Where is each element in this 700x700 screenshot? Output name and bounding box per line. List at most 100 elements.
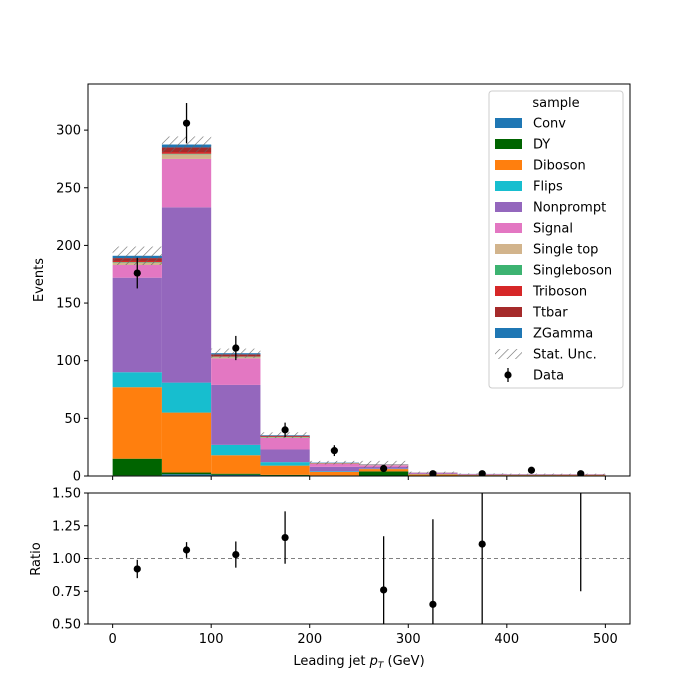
legend-title: sample [532, 96, 579, 111]
ratio-plot-area [88, 493, 630, 624]
legend-swatch-data [504, 371, 512, 379]
legend-label-signal: Signal [533, 222, 573, 237]
ratio-marker-7 [478, 540, 486, 548]
ratio-ytick-label-0.50: 0.50 [52, 618, 81, 633]
legend-swatch-single-top [495, 244, 522, 254]
stat-unc-band-4 [309, 460, 359, 465]
bar-diboson-4 [309, 471, 359, 476]
xtick-label-500: 500 [593, 632, 618, 647]
main-ytick-label-50: 50 [64, 412, 81, 427]
legend-swatch-ttbar [495, 307, 522, 317]
ratio-point-1 [182, 542, 191, 558]
bar-singleboson-1 [161, 153, 212, 155]
data-point-7 [478, 470, 486, 476]
bar-flips-3 [260, 462, 310, 466]
ratio-ytick-label-1.25: 1.25 [52, 519, 81, 534]
legend-label-dy: DY [533, 138, 550, 153]
ratio-y-axis-ticks: 0.50 0.75 1.00 1.25 1.50 [52, 487, 88, 633]
ratio-x-axis-ticks: 0 100 200 300 400 500 [108, 624, 618, 647]
bar-flips-4 [309, 471, 359, 472]
data-point-3 [281, 422, 289, 438]
bar-signal-1 [161, 158, 212, 208]
ratio-point-7 [478, 493, 486, 624]
bar-dy-5 [359, 471, 409, 476]
bar-flips-1 [161, 382, 212, 413]
bar-flips-2 [211, 444, 261, 456]
data-marker-2 [232, 344, 240, 352]
legend-swatch-triboson [495, 286, 522, 296]
legend-item-ttbar: Ttbar [495, 306, 568, 321]
ratio-point-0 [133, 559, 141, 579]
series-dy [112, 458, 409, 476]
legend-label-singleboson: Singleboson [533, 264, 612, 279]
ratio-ytick-label-0.75: 0.75 [52, 585, 81, 600]
data-point-6 [429, 470, 437, 476]
legend-swatch-stat-unc [495, 349, 522, 359]
main-y-axis-ticks: 0 50 100 150 200 250 300 [56, 124, 88, 485]
legend-item-signal: Signal [495, 222, 573, 237]
data-marker-3 [281, 426, 289, 434]
main-ytick-label-100: 100 [56, 354, 81, 369]
bar-nonprompt-0 [112, 277, 162, 373]
data-point-0 [133, 257, 141, 289]
bar-nonprompt-4 [309, 466, 359, 472]
data-marker-1 [182, 119, 191, 127]
data-marker-7 [478, 470, 486, 476]
stat-unc-band-8 [506, 473, 557, 475]
bar-diboson-3 [260, 465, 310, 475]
stat-unc-band-0 [112, 246, 162, 266]
legend-item-single-top: Single top [495, 243, 598, 258]
main-ytick-label-150: 150 [56, 297, 81, 312]
data-marker-0 [133, 269, 141, 277]
data-point-2 [232, 335, 240, 361]
main-ytick-label-250: 250 [56, 181, 81, 196]
legend-swatch-diboson [495, 160, 522, 170]
data-point-5 [380, 464, 388, 473]
main-x-axis-ticks [112, 476, 606, 480]
series-diboson [112, 387, 606, 476]
main-ytick-label-200: 200 [56, 239, 81, 254]
legend-swatch-flips [495, 181, 522, 191]
data-point-8 [527, 466, 536, 474]
ratio-marker-0 [133, 565, 141, 573]
legend-item-nonprompt: Nonprompt [495, 201, 606, 216]
ratio-point-6 [429, 519, 437, 624]
bar-conv-2 [211, 474, 261, 476]
main-ytick-label-0: 0 [73, 470, 81, 485]
legend-item-flips: Flips [495, 180, 563, 195]
xtick-label-400: 400 [494, 632, 519, 647]
data-marker-9 [577, 470, 585, 476]
bar-nonprompt-2 [211, 384, 261, 445]
ratio-marker-1 [182, 546, 191, 554]
bar-dy-1 [161, 472, 212, 475]
bar-nonprompt-1 [161, 207, 212, 383]
legend-swatch-conv [495, 118, 522, 128]
stat-unc-band-1 [161, 136, 212, 153]
legend-swatch-singleboson [495, 265, 522, 275]
main-ytick-label-300: 300 [56, 124, 81, 139]
legend-item-conv: Conv [495, 117, 566, 132]
data-point-9 [577, 470, 585, 476]
bar-dy-0 [112, 458, 162, 476]
data-points [133, 103, 585, 476]
xtick-label-300: 300 [396, 632, 421, 647]
xtick-label-200: 200 [297, 632, 322, 647]
bar-triboson-1 [161, 152, 212, 154]
legend-swatch-zgamma [495, 328, 522, 338]
bar-dy-2 [211, 473, 261, 475]
bar-nonprompt-3 [260, 449, 310, 463]
bar-diboson-0 [112, 387, 162, 459]
data-point-4 [330, 445, 338, 457]
bar-signal-3 [260, 437, 310, 450]
ratio-marker-3 [281, 533, 289, 542]
ratio-ytick-label-1.00: 1.00 [52, 552, 81, 567]
x-axis-label: Leading jet pT (GeV) [293, 654, 424, 671]
bar-diboson-1 [161, 412, 212, 473]
ratio-ytick-label-1.50: 1.50 [52, 487, 81, 502]
bar-flips-0 [112, 372, 162, 388]
legend-item-singleboson: Singleboson [495, 264, 612, 279]
legend-swatch-nonprompt [495, 202, 522, 212]
legend-swatch-signal [495, 223, 522, 233]
ratio-panel: 0.50 0.75 1.00 1.25 1.50 0 100 200 300 400 500 Ra… [29, 487, 631, 671]
